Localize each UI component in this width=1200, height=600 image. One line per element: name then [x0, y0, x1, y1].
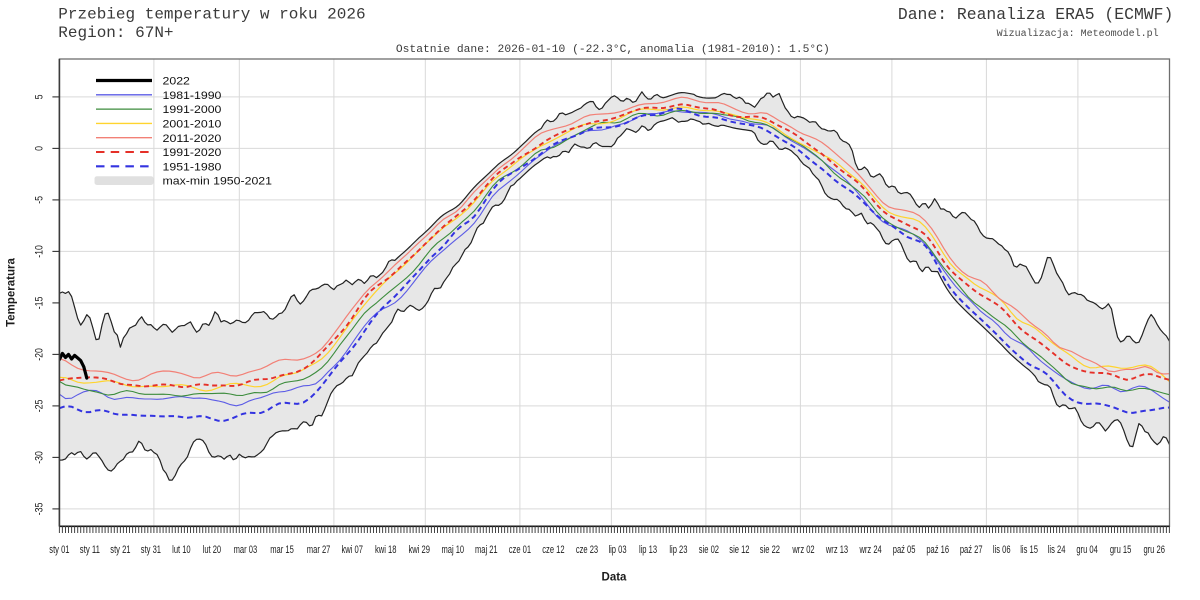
svg-text:2022: 2022 [163, 76, 190, 88]
svg-text:lut 10: lut 10 [172, 544, 191, 556]
svg-text:lut 20: lut 20 [203, 544, 222, 556]
svg-text:cze 01: cze 01 [509, 544, 531, 556]
svg-text:wrz 02: wrz 02 [792, 544, 815, 556]
svg-text:wrz 24: wrz 24 [859, 544, 882, 556]
svg-text:paź 16: paź 16 [926, 544, 949, 556]
svg-text:1981-1990: 1981-1990 [163, 90, 222, 102]
svg-text:sty 11: sty 11 [80, 544, 100, 556]
svg-text:2011-2020: 2011-2020 [163, 133, 222, 145]
svg-text:sie 22: sie 22 [760, 544, 780, 556]
svg-text:-30: -30 [33, 451, 45, 464]
svg-text:mar 15: mar 15 [270, 544, 294, 556]
svg-text:sty 31: sty 31 [141, 544, 161, 556]
svg-text:lip 03: lip 03 [608, 544, 626, 556]
svg-text:gru 15: gru 15 [1110, 544, 1132, 556]
svg-text:gru 26: gru 26 [1143, 544, 1165, 556]
svg-text:max-min 1950-2021: max-min 1950-2021 [163, 176, 273, 188]
svg-text:2001-2010: 2001-2010 [163, 119, 222, 131]
svg-text:paź 05: paź 05 [893, 544, 916, 556]
svg-text:lip 13: lip 13 [639, 544, 657, 556]
svg-text:wrz 13: wrz 13 [825, 544, 848, 556]
svg-text:sie 12: sie 12 [729, 544, 749, 556]
svg-text:Temperatura: Temperatura [6, 257, 18, 326]
svg-text:kwi 29: kwi 29 [408, 544, 430, 556]
svg-text:5: 5 [33, 94, 45, 99]
svg-text:lis 24: lis 24 [1048, 544, 1066, 556]
svg-text:lis 06: lis 06 [993, 544, 1011, 556]
svg-text:mar 03: mar 03 [234, 544, 258, 556]
svg-text:1991-2020: 1991-2020 [163, 147, 222, 159]
svg-text:kwi 18: kwi 18 [375, 544, 397, 556]
svg-text:Region: 67N+: Region: 67N+ [58, 24, 173, 42]
svg-text:kwi 07: kwi 07 [341, 544, 363, 556]
svg-text:-15: -15 [33, 297, 45, 310]
svg-text:cze 12: cze 12 [542, 544, 564, 556]
svg-text:gru 04: gru 04 [1076, 544, 1098, 556]
svg-text:1951-1980: 1951-1980 [163, 161, 222, 173]
svg-text:-20: -20 [33, 348, 45, 361]
svg-text:mar 27: mar 27 [307, 544, 331, 556]
svg-text:maj 21: maj 21 [475, 544, 498, 556]
svg-text:lis 15: lis 15 [1020, 544, 1038, 556]
svg-text:-25: -25 [33, 400, 45, 413]
svg-text:-35: -35 [33, 503, 45, 516]
svg-text:Data: Data [602, 572, 628, 584]
svg-text:maj 10: maj 10 [441, 544, 464, 556]
svg-text:-5: -5 [33, 196, 45, 204]
svg-text:Ostatnie dane: 2026-01-10 (-22: Ostatnie dane: 2026-01-10 (-22.3°C, anom… [396, 44, 830, 56]
svg-text:sty 01: sty 01 [49, 544, 69, 556]
svg-text:Dane: Reanaliza ERA5 (ECMWF): Dane: Reanaliza ERA5 (ECMWF) [898, 5, 1173, 24]
svg-text:Wizualizacja: Meteomodel.pl: Wizualizacja: Meteomodel.pl [997, 28, 1159, 40]
svg-text:-10: -10 [33, 245, 45, 258]
svg-text:paź 27: paź 27 [960, 544, 983, 556]
svg-text:sty 21: sty 21 [110, 544, 130, 556]
svg-text:0: 0 [33, 146, 45, 151]
svg-text:sie 02: sie 02 [699, 544, 719, 556]
svg-text:cze 23: cze 23 [576, 544, 598, 556]
svg-text:1991-2000: 1991-2000 [163, 104, 222, 116]
svg-text:Przebieg temperatury w roku 20: Przebieg temperatury w roku 2026 [58, 6, 365, 24]
svg-text:lip 23: lip 23 [669, 544, 687, 556]
